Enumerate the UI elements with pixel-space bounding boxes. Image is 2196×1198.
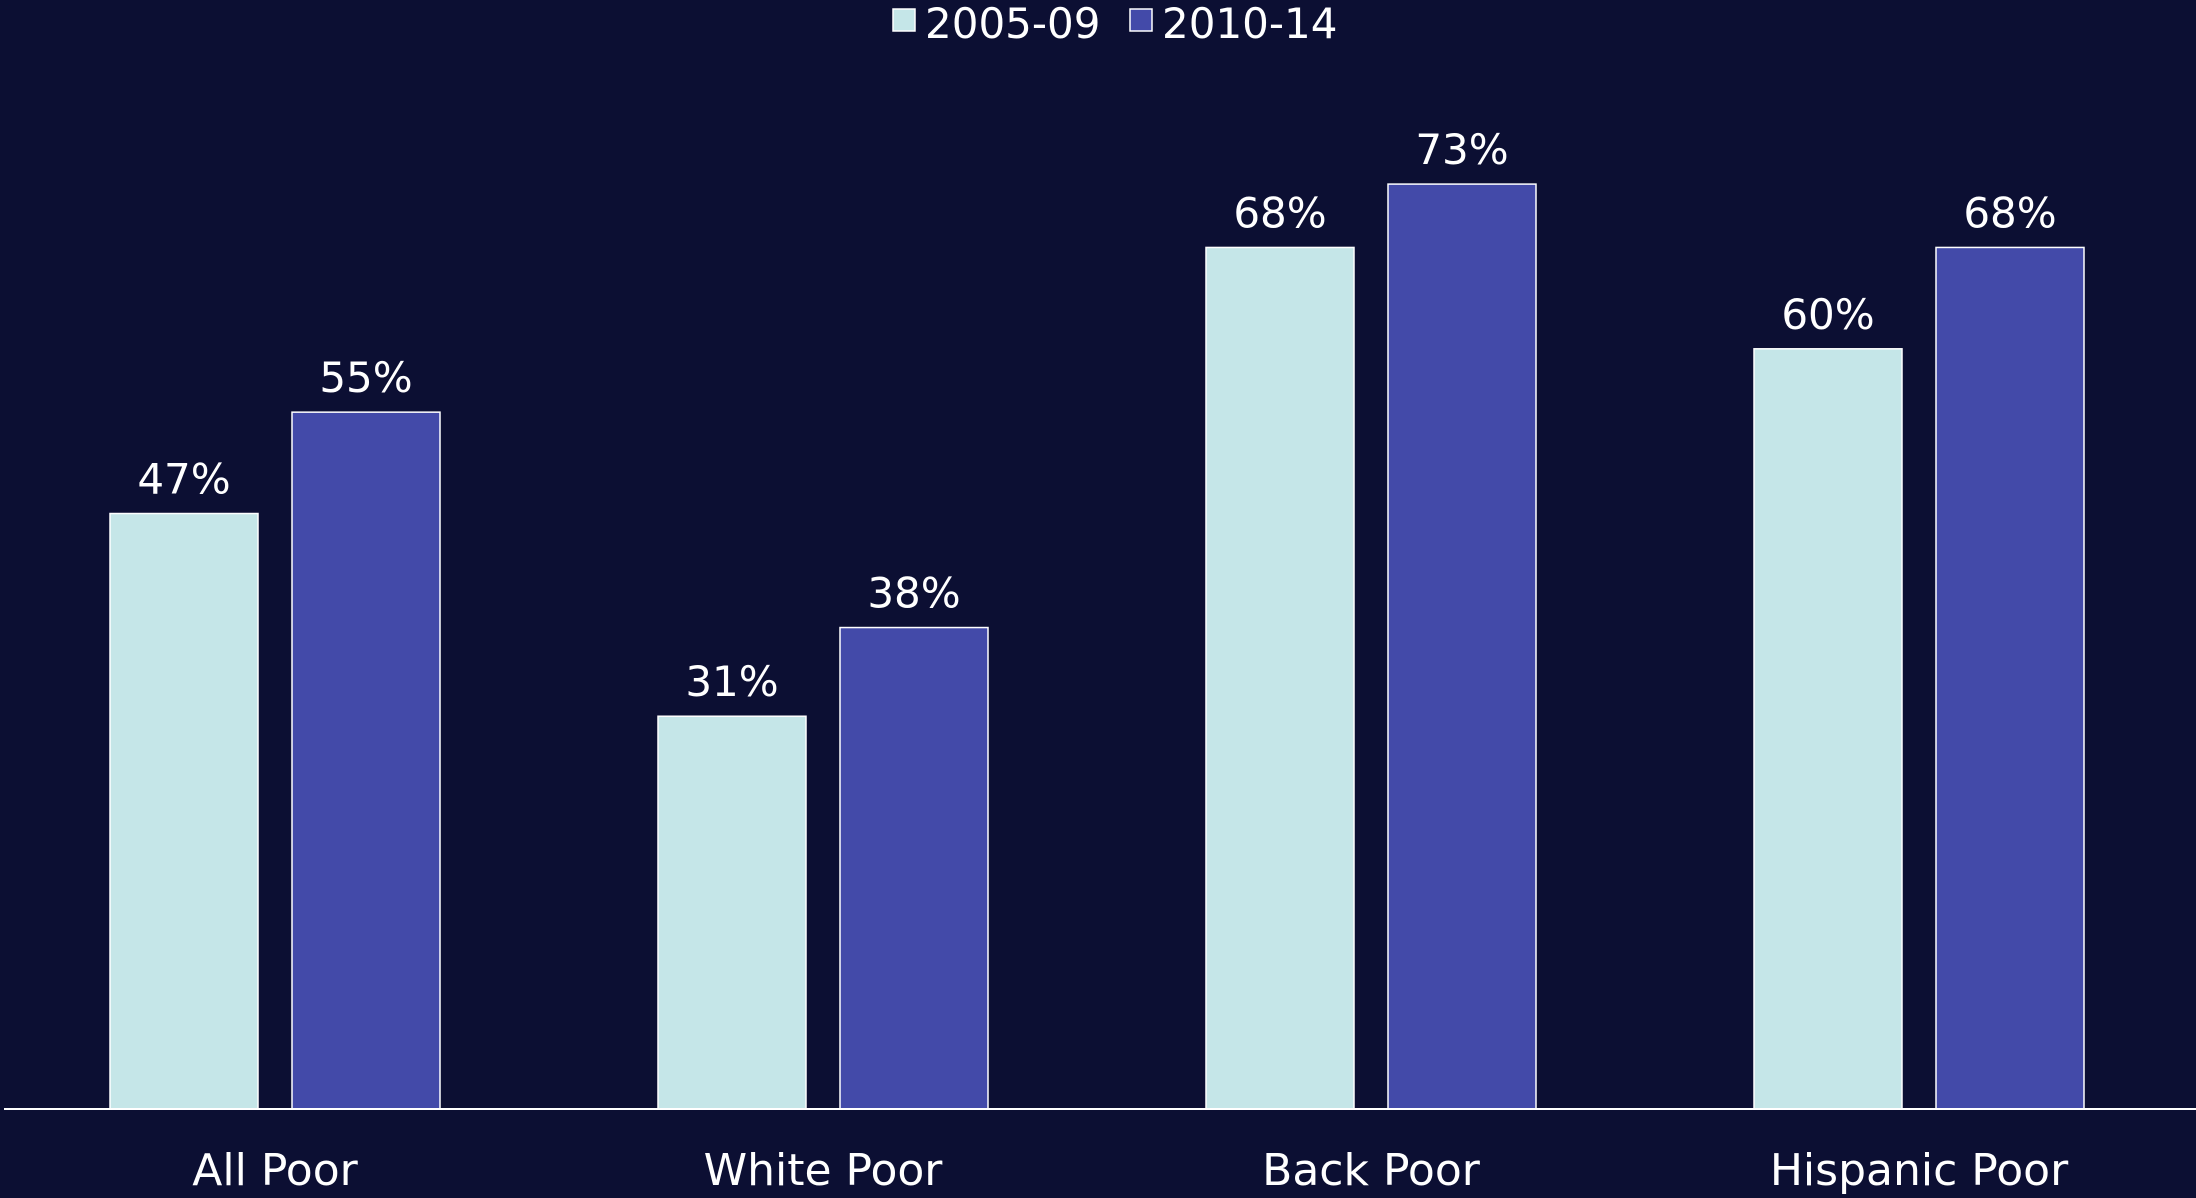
- bar-2005-09-hispanic-poor: [1753, 348, 1903, 1110]
- legend-label-2010-14: 2010-14: [1162, 0, 1338, 48]
- value-label: 68%: [1963, 188, 2056, 237]
- legend-swatch-2005-09: [892, 8, 916, 32]
- bar-2010-14-hispanic-poor: [1935, 246, 2085, 1110]
- legend: 2005-09 2010-14: [892, 0, 1338, 48]
- bar-2005-09-back-poor: [1205, 246, 1355, 1110]
- bar-2010-14-back-poor: [1387, 183, 1537, 1110]
- bar-2005-09-all-poor: [109, 512, 259, 1110]
- bars-group: [109, 183, 2085, 1110]
- x-tick-labels-group: All Poor White Poor Back Poor Hispanic Poor: [192, 1145, 2069, 1196]
- x-tick-label: Back Poor: [1262, 1145, 1481, 1196]
- bar-2010-14-white-poor: [839, 626, 989, 1110]
- legend-label-2005-09: 2005-09: [925, 0, 1101, 48]
- x-tick-label: All Poor: [192, 1145, 358, 1196]
- bar-2010-14-all-poor: [291, 411, 441, 1110]
- value-label: 55%: [319, 353, 412, 402]
- value-label: 31%: [685, 657, 778, 706]
- x-tick-label: White Poor: [704, 1145, 944, 1196]
- value-label: 47%: [137, 455, 230, 504]
- legend-swatch-2010-14: [1129, 8, 1153, 32]
- value-labels-group: 47% 55% 31% 38% 68% 73% 60% 68%: [137, 125, 2056, 706]
- value-label: 60%: [1781, 290, 1874, 339]
- x-tick-label: Hispanic Poor: [1770, 1145, 2069, 1196]
- bar-2005-09-white-poor: [657, 715, 807, 1110]
- value-label: 73%: [1415, 125, 1508, 174]
- value-label: 68%: [1233, 188, 1326, 237]
- value-label: 38%: [867, 569, 960, 618]
